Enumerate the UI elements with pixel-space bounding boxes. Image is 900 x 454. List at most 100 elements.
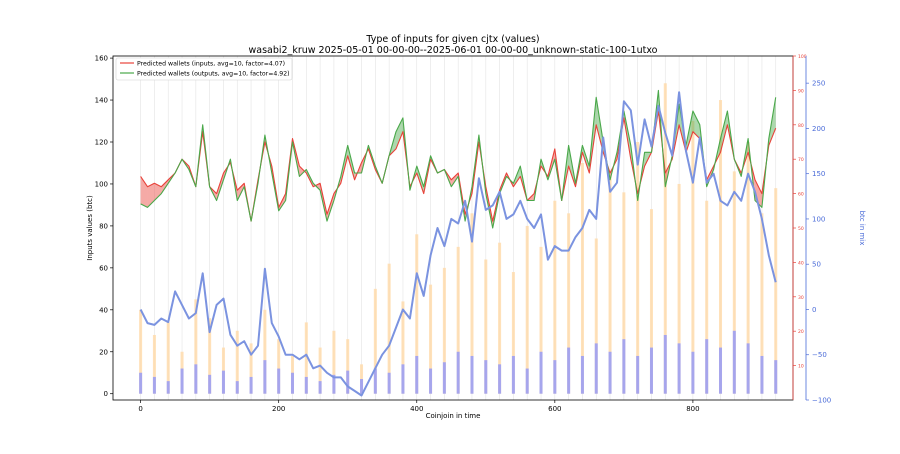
chart-title: Type of inputs for given cjtx (values) (365, 34, 539, 45)
input-value-bar (387, 263, 391, 394)
input-value-bar (649, 209, 653, 394)
input-count-bar (415, 355, 419, 394)
y-tick-label: 160 (95, 55, 108, 63)
btc-in-mix-line (139, 91, 777, 397)
input-count-bar (760, 355, 764, 394)
input-count-bar (580, 355, 584, 394)
input-count-bar (401, 364, 405, 394)
y3-tick-label: 200 (812, 125, 825, 133)
input-count-bar (139, 372, 143, 394)
input-count-bar (498, 364, 502, 394)
x-tick-label: 600 (548, 405, 561, 413)
input-count-bar (332, 374, 336, 394)
input-value-bar (553, 200, 557, 394)
input-value-bar (318, 347, 322, 394)
input-count-bar (277, 368, 281, 394)
input-value-bar (166, 322, 170, 394)
y-tick-label: 80 (99, 222, 108, 230)
y2-tick-label: 40 (798, 260, 804, 266)
input-value-bar (760, 213, 764, 394)
input-count-bar (166, 381, 170, 394)
input-count-bar (249, 376, 253, 394)
y-tick-label: 0 (104, 390, 108, 398)
y2-tick-label: 30 (798, 295, 804, 301)
input-value-bar (208, 318, 212, 394)
input-value-bar (511, 272, 515, 394)
y2-tick-label: 80 (798, 123, 804, 129)
legend-box (115, 57, 293, 81)
y2-tick-label: 60 (798, 192, 804, 198)
y3-tick-label: −50 (812, 351, 827, 359)
x-axis: 0 200 400 600 800 (138, 400, 700, 413)
input-count-bar (470, 355, 474, 394)
y3-tick-label: 150 (812, 170, 825, 178)
plot-background (113, 56, 793, 400)
input-count-bar (346, 370, 350, 394)
y3-tick-label: 0 (812, 306, 816, 314)
input-count-bar (691, 351, 695, 394)
input-count-bar (732, 330, 736, 394)
input-value-bar (249, 343, 253, 394)
x-axis-label: Coinjoin in time (426, 412, 481, 420)
input-count-bar (567, 347, 571, 394)
input-value-bar (774, 188, 778, 394)
difference-band (396, 117, 403, 149)
input-value-bar (235, 330, 239, 394)
input-count-bar (525, 368, 529, 394)
difference-band (720, 111, 728, 153)
input-count-bar (484, 360, 488, 394)
input-count-bar (677, 343, 681, 394)
input-value-bar (304, 322, 308, 394)
legend: Predicted wallets (inputs, avg=10, facto… (115, 57, 293, 81)
input-count-bar (304, 376, 308, 394)
input-value-bar (636, 142, 640, 394)
input-value-bar (194, 299, 198, 394)
input-value-bar (525, 225, 529, 394)
y-tick-label: 120 (95, 139, 108, 147)
input-value-bar (608, 175, 612, 394)
x-tick-label: 800 (686, 405, 699, 413)
y2-tick-label: 10 (798, 364, 804, 370)
input-count-bar (456, 351, 460, 394)
y-axis-red-right: 10 20 30 40 50 60 70 80 90 100 (792, 54, 807, 400)
input-value-bar (139, 309, 143, 394)
y-axis-blue-right: −100 −50 0 50 100 150 200 250 (805, 56, 831, 405)
input-value-bar (498, 242, 502, 394)
input-count-bar (152, 376, 156, 394)
y3-tick-label: 100 (812, 215, 825, 223)
x-tick-label: 400 (410, 405, 423, 413)
input-value-bar (484, 259, 488, 394)
legend-label-outputs: Predicted wallets (outputs, avg=10, fact… (137, 71, 290, 78)
input-count-bar (263, 360, 267, 394)
plot-area (112, 55, 794, 401)
input-count-bar (373, 368, 377, 394)
input-count-bar (208, 374, 212, 394)
x-tick-label: 200 (272, 405, 285, 413)
y-tick-label: 40 (99, 306, 108, 314)
input-count-bar (360, 379, 364, 394)
input-count-bar (746, 343, 750, 394)
input-value-bar (746, 142, 750, 394)
input-count-bar (429, 368, 433, 394)
difference-band (692, 111, 700, 139)
input-value-bar (580, 162, 584, 394)
y2-tick-label: 90 (798, 88, 804, 94)
input-count-bar (774, 360, 778, 394)
input-value-bar (691, 121, 695, 394)
y-tick-label: 60 (99, 264, 108, 272)
input-count-bar (235, 381, 239, 394)
y2-tick-label: 100 (798, 54, 807, 60)
input-value-bar (663, 83, 667, 394)
input-count-bar (636, 355, 640, 394)
input-value-bar (415, 234, 419, 394)
y2-tick-label: 70 (798, 157, 804, 163)
input-count-bar (290, 372, 294, 394)
input-value-bar (456, 246, 460, 394)
y3-tick-label: 50 (812, 261, 821, 269)
y3-axis-label: btc in mix (858, 211, 866, 246)
input-value-bar (539, 246, 543, 394)
input-value-bar (719, 100, 723, 394)
input-value-bar (732, 171, 736, 394)
y2-tick-label: 20 (798, 329, 804, 335)
